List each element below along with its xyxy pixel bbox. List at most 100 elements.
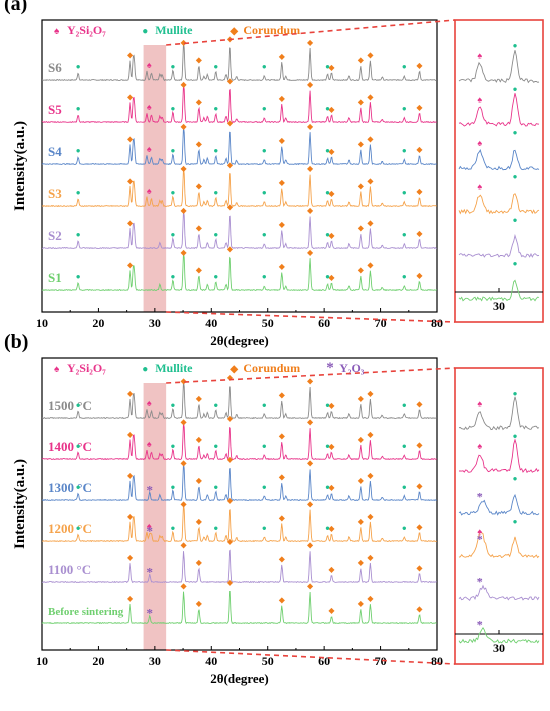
corundum-marker: ◆ — [196, 599, 203, 608]
corundum-marker: ◆ — [358, 394, 365, 403]
corundum-marker: ◆ — [196, 224, 203, 233]
corundum-marker: ◆ — [127, 176, 134, 185]
corundum-marker: ◆ — [227, 496, 234, 505]
legend-label-y2si2o7: Y₂Si₂O₇ — [67, 361, 106, 375]
series-line — [42, 84, 437, 124]
mullite-marker: ● — [262, 62, 267, 71]
series-markers: ◆◆◆◆◆◆◆◆◆◆* — [127, 537, 423, 579]
x-axis-label: 2θ(degree) — [210, 671, 269, 686]
corundum-marker: ◆ — [127, 389, 134, 398]
inset-series-line — [458, 530, 540, 559]
corundum-marker: ◆ — [416, 187, 423, 196]
corundum-marker: ◆ — [358, 224, 365, 233]
y2si2o7-marker: ♠ — [147, 144, 152, 154]
x-tick-label: 50 — [262, 654, 274, 668]
corundum-marker: ◆ — [307, 418, 314, 427]
x-tick-label: 80 — [431, 654, 443, 668]
corundum-marker: ◆ — [367, 471, 374, 480]
corundum-marker: ◆ — [181, 206, 188, 215]
mullite-marker: ● — [213, 146, 218, 155]
y2o3-marker: * — [147, 523, 154, 538]
y2o3-marker: * — [147, 482, 154, 497]
corundum-marker: ◆ — [181, 377, 188, 386]
corundum-marker: ◆ — [367, 176, 374, 185]
corundum-marker: ◆ — [279, 220, 286, 229]
corundum-marker: ◆ — [328, 147, 335, 156]
x-tick-label: 10 — [36, 316, 48, 330]
panel-label: (a) — [4, 0, 27, 15]
series-line — [41, 252, 438, 292]
x-tick-label: 70 — [375, 316, 387, 330]
corundum-marker: ◆ — [328, 105, 335, 114]
x-axis-label: 2θ(degree) — [210, 333, 269, 348]
corundum-marker: ◆ — [307, 164, 314, 173]
inset-y2o3-marker: * — [477, 489, 483, 503]
corundum-marker: ◆ — [367, 389, 374, 398]
series-markers: ◆◆◆◆◆◆◆◆◆◆● ● ● ● ● ●* — [76, 455, 424, 497]
legend-marker-y2o3: * — [326, 360, 334, 376]
legend-marker-y2si2o7: ♠ — [54, 364, 60, 375]
corundum-marker: ◆ — [181, 582, 188, 591]
mullite-marker: ● — [213, 441, 218, 450]
inset-series-line — [458, 50, 540, 84]
corundum-marker: ◆ — [416, 399, 423, 408]
corundum-marker: ◆ — [181, 541, 188, 550]
corundum-marker: ◆ — [196, 394, 203, 403]
corundum-marker: ◆ — [328, 401, 335, 410]
corundum-marker: ◆ — [127, 594, 134, 603]
inset-series-line — [458, 233, 540, 258]
series-label: 1300 °C — [48, 480, 92, 495]
legend-marker-corundum: ◆ — [229, 26, 238, 37]
corundum-marker: ◆ — [307, 248, 314, 257]
legend-label-mullite: Mullite — [155, 23, 193, 37]
corundum-marker: ◆ — [328, 231, 335, 240]
series-label: S5 — [48, 102, 62, 117]
corundum-marker: ◆ — [227, 537, 234, 546]
legend-label-y2si2o7: Y₂Si₂O₇ — [67, 23, 106, 37]
corundum-marker: ◆ — [416, 522, 423, 531]
corundum-marker: ◆ — [367, 553, 374, 562]
corundum-marker: ◆ — [227, 414, 234, 423]
corundum-marker: ◆ — [328, 524, 335, 533]
legend-label-y2o3: Y₂O₃ — [339, 361, 365, 375]
corundum-marker: ◆ — [227, 160, 234, 169]
mullite-marker: ● — [325, 104, 330, 113]
corundum-marker: ◆ — [181, 164, 188, 173]
corundum-marker: ◆ — [279, 432, 286, 441]
corundum-marker: ◆ — [328, 483, 335, 492]
panel-label: (b) — [4, 331, 28, 353]
corundum-marker: ◆ — [181, 418, 188, 427]
mullite-marker: ● — [76, 188, 81, 197]
corundum-marker: ◆ — [196, 476, 203, 485]
y2si2o7-marker: ♠ — [147, 186, 152, 196]
mullite-marker: ● — [262, 400, 267, 409]
zoom-connector — [166, 367, 456, 384]
mullite-marker: ● — [170, 146, 175, 155]
plot-frame — [41, 19, 438, 313]
corundum-marker: ◆ — [127, 218, 134, 227]
mullite-marker: ● — [402, 482, 407, 491]
corundum-marker: ◆ — [416, 440, 423, 449]
inset-frame — [454, 367, 544, 665]
corundum-marker: ◆ — [307, 582, 314, 591]
corundum-marker: ◆ — [307, 80, 314, 89]
inset-frame — [454, 19, 544, 323]
mullite-marker: ● — [325, 188, 330, 197]
corundum-marker: ◆ — [328, 273, 335, 282]
y2si2o7-marker: ♠ — [147, 398, 152, 408]
mullite-marker: ● — [262, 230, 267, 239]
mullite-marker: ● — [402, 230, 407, 239]
mullite-marker: ● — [213, 188, 218, 197]
corundum-marker: ◆ — [416, 604, 423, 613]
corundum-marker: ◆ — [279, 473, 286, 482]
y2o3-marker: * — [147, 605, 154, 620]
mullite-marker: ● — [262, 441, 267, 450]
corundum-marker: ◆ — [367, 260, 374, 269]
mullite-marker: ● — [402, 146, 407, 155]
mullite-marker: ● — [170, 400, 175, 409]
inset-series-line — [458, 148, 540, 171]
corundum-marker: ◆ — [358, 98, 365, 107]
mullite-marker: ● — [170, 104, 175, 113]
corundum-marker: ◆ — [196, 558, 203, 567]
corundum-marker: ◆ — [279, 178, 286, 187]
